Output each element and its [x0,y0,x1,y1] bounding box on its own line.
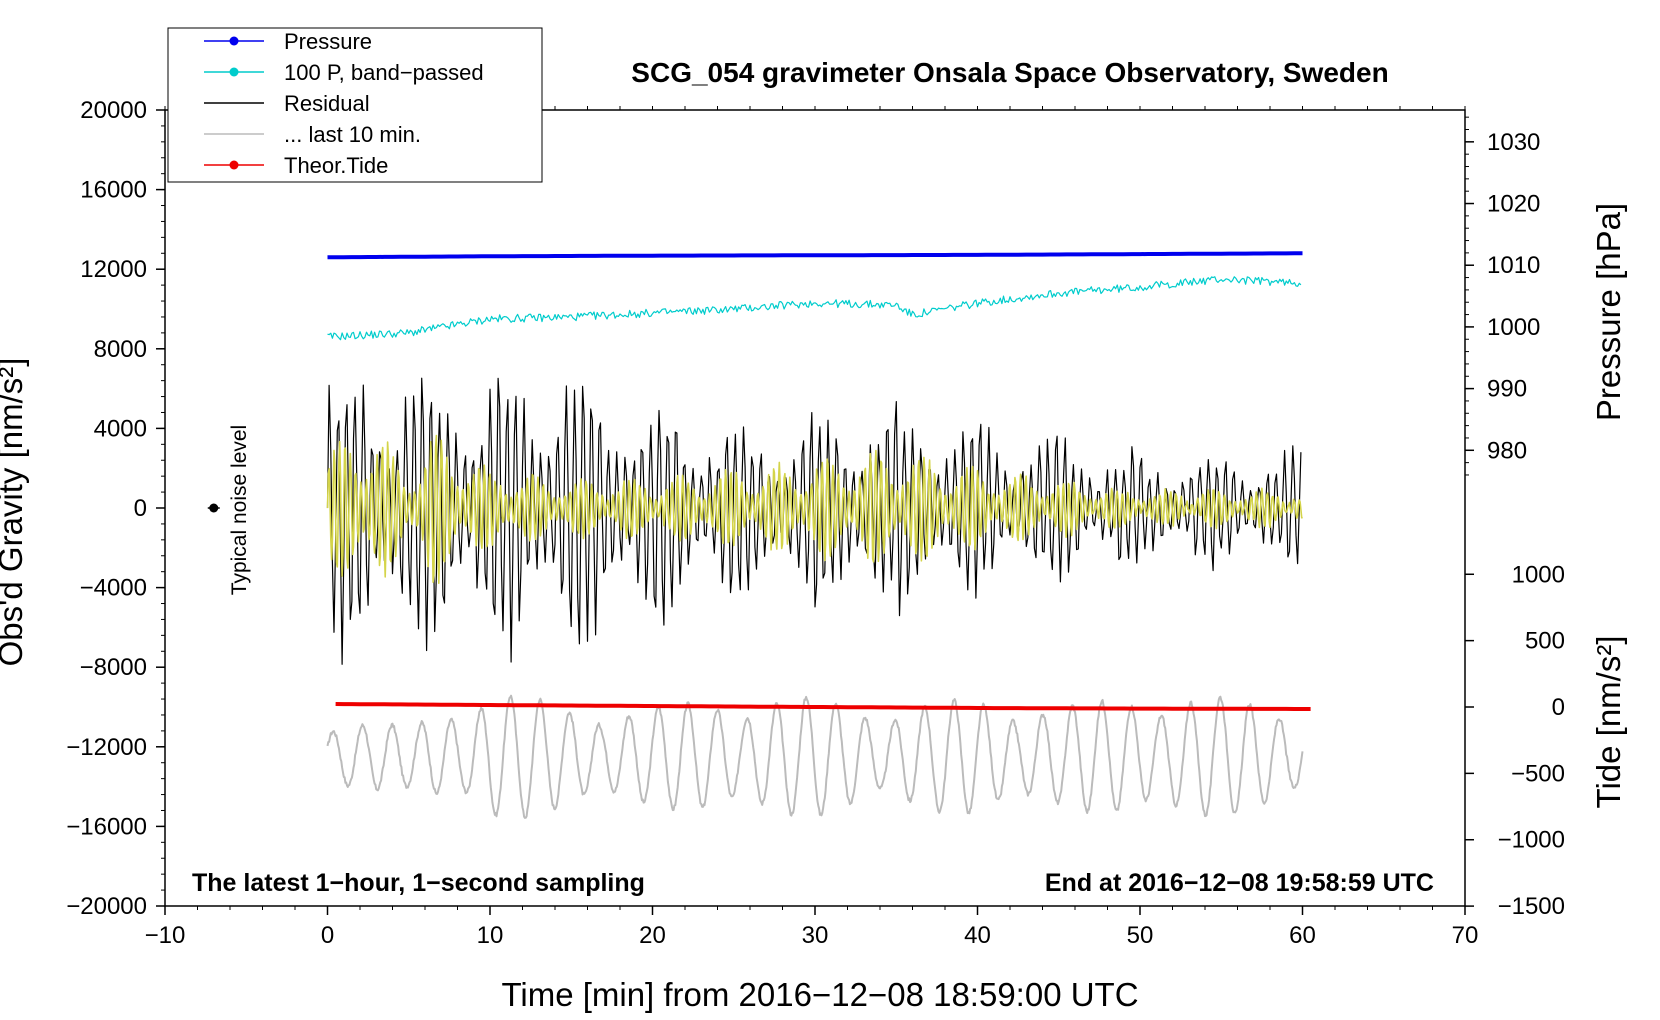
noise-level-label: Typical noise level [228,425,251,595]
tide-tick-label: −1000 [1498,827,1565,854]
legend: Pressure 100 P, band−passed Residual ... la… [167,27,543,183]
tide-tick-label: −500 [1511,760,1565,787]
y-tick-label: 4000 [94,415,147,442]
y-tick-label: −20000 [66,893,147,920]
legend-box [167,27,543,183]
series-100p-band-passed [327,276,1302,341]
y-axis-left-title: Obs'd Gravity [nm/s²] [0,358,29,667]
legend-label: ... last 10 min. [284,122,421,147]
sampling-annotation: The latest 1−hour, 1−second sampling [192,869,645,897]
series-band-passed-residual [326,434,1304,584]
tide-tick-label: −1500 [1498,893,1565,920]
series-last-10-min [326,694,1304,819]
y-tick-label: 0 [134,495,147,522]
pressure-tick-label: 990 [1487,376,1527,403]
series-pressure [327,251,1303,260]
legend-marker [229,160,239,170]
y-tick-label: −16000 [66,813,147,840]
pressure-tick-label: 980 [1487,437,1527,464]
legend-marker [229,36,239,46]
x-tick-label: 50 [1127,922,1154,949]
y-axis-tide-title: Tide [nm/s²] [1590,636,1627,809]
legend-marker [229,67,239,77]
x-tick-label: 70 [1452,922,1479,949]
y-tick-label: 12000 [80,256,147,283]
y-tick-label: 20000 [80,97,147,124]
x-tick-label: 10 [477,922,504,949]
tide-tick-label: 1000 [1512,561,1565,588]
x-tick-label: 0 [321,922,334,949]
x-tick-label: 40 [964,922,991,949]
pressure-tick-label: 1010 [1487,252,1540,279]
x-tick-label: 30 [802,922,829,949]
y-tick-label: −8000 [80,654,147,681]
axes-layer: −10 0 10 20 30 40 50 60 702000016000120008000400… [66,97,1565,949]
legend-label: Residual [284,91,370,116]
tide-tick-label: 0 [1552,694,1565,721]
pressure-tick-label: 1000 [1487,314,1540,341]
end-time-annotation: End at 2016−12−08 19:58:59 UTC [1045,869,1434,897]
y-axis-pressure-title: Pressure [hPa] [1590,203,1627,421]
series-theor-tide [335,702,1311,711]
tide-tick-label: 500 [1525,628,1565,655]
chart-title: SCG_054 gravimeter Onsala Space Observat… [631,57,1388,88]
y-tick-label: 16000 [80,177,147,204]
series-layer [207,251,1311,819]
x-axis-title: Time [min] from 2016−12−08 18:59:00 UTC [501,976,1138,1013]
series-residual [326,377,1302,665]
legend-label: 100 P, band−passed [284,60,484,85]
legend-label: Theor.Tide [284,153,388,178]
pressure-tick-label: 1020 [1487,191,1540,218]
y-tick-label: −12000 [66,734,147,761]
x-tick-label: 20 [639,922,666,949]
pressure-tick-label: 1030 [1487,129,1540,156]
y-tick-label: 8000 [94,336,147,363]
noise-level-point [209,503,219,513]
y-tick-label: −4000 [80,575,147,602]
legend-label: Pressure [284,29,372,54]
x-tick-label: 60 [1289,922,1316,949]
x-tick-label: −10 [145,922,186,949]
